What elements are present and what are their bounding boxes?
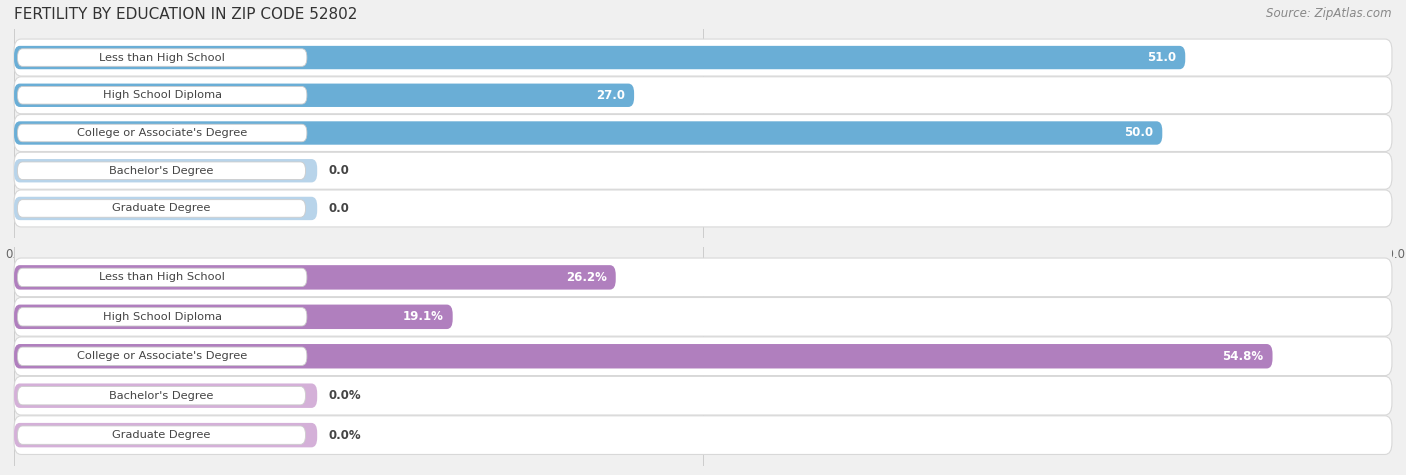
Text: Source: ZipAtlas.com: Source: ZipAtlas.com [1267,7,1392,20]
FancyBboxPatch shape [14,344,1272,369]
FancyBboxPatch shape [17,49,307,66]
Text: 51.0: 51.0 [1147,51,1175,64]
FancyBboxPatch shape [14,423,318,447]
FancyBboxPatch shape [17,426,305,444]
FancyBboxPatch shape [14,114,1392,152]
FancyBboxPatch shape [14,121,1163,145]
Text: Less than High School: Less than High School [100,272,225,282]
FancyBboxPatch shape [14,39,1392,76]
FancyBboxPatch shape [17,200,305,217]
FancyBboxPatch shape [14,152,1392,189]
FancyBboxPatch shape [14,383,318,408]
Text: College or Associate's Degree: College or Associate's Degree [77,351,247,361]
FancyBboxPatch shape [14,297,1392,336]
Text: College or Associate's Degree: College or Associate's Degree [77,128,247,138]
Text: 0.0: 0.0 [329,202,350,215]
Text: 0.0%: 0.0% [329,428,361,442]
FancyBboxPatch shape [14,416,1392,455]
FancyBboxPatch shape [14,376,1392,415]
Text: FERTILITY BY EDUCATION IN ZIP CODE 52802: FERTILITY BY EDUCATION IN ZIP CODE 52802 [14,7,357,22]
FancyBboxPatch shape [14,46,1185,69]
Text: 50.0: 50.0 [1123,126,1153,140]
FancyBboxPatch shape [14,190,1392,227]
FancyBboxPatch shape [14,337,1392,376]
FancyBboxPatch shape [17,308,307,326]
FancyBboxPatch shape [17,124,307,142]
FancyBboxPatch shape [14,159,318,182]
FancyBboxPatch shape [14,265,616,290]
Text: Less than High School: Less than High School [100,53,225,63]
FancyBboxPatch shape [17,347,307,365]
FancyBboxPatch shape [14,77,1392,114]
FancyBboxPatch shape [14,304,453,329]
Text: High School Diploma: High School Diploma [103,312,222,322]
FancyBboxPatch shape [14,84,634,107]
FancyBboxPatch shape [17,387,305,405]
FancyBboxPatch shape [14,197,318,220]
Text: Bachelor's Degree: Bachelor's Degree [110,391,214,401]
Text: Graduate Degree: Graduate Degree [112,203,211,213]
FancyBboxPatch shape [17,268,307,286]
FancyBboxPatch shape [17,86,307,104]
FancyBboxPatch shape [17,162,305,180]
Text: High School Diploma: High School Diploma [103,90,222,100]
Text: Graduate Degree: Graduate Degree [112,430,211,440]
Text: 54.8%: 54.8% [1222,350,1264,363]
Text: 0.0%: 0.0% [329,389,361,402]
Text: 19.1%: 19.1% [402,310,443,323]
Text: 27.0: 27.0 [596,89,624,102]
Text: 0.0: 0.0 [329,164,350,177]
Text: Bachelor's Degree: Bachelor's Degree [110,166,214,176]
Text: 26.2%: 26.2% [565,271,606,284]
FancyBboxPatch shape [14,258,1392,297]
